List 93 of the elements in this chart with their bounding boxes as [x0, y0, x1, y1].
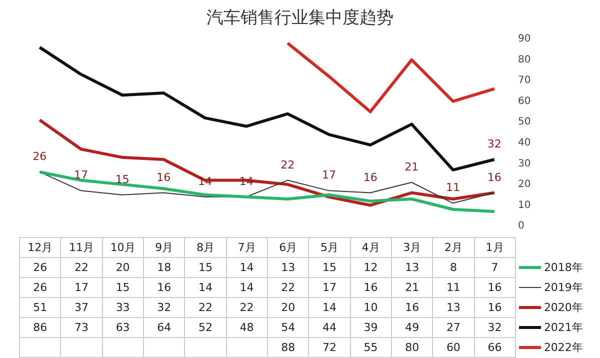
y-tick-label: 20: [518, 179, 531, 190]
data-label: 80: [391, 338, 433, 358]
data-label: 21: [391, 278, 433, 298]
data-label: 39: [350, 318, 392, 338]
data-label: 14: [308, 298, 350, 318]
data-label: 49: [391, 318, 433, 338]
annotation: 15: [115, 172, 130, 186]
data-label: 12: [350, 258, 392, 278]
data-label: 14: [184, 278, 226, 298]
y-tick-label: 30: [518, 158, 531, 170]
data-label: 15: [184, 258, 226, 278]
annotation: 32: [487, 138, 502, 151]
chart-title: 汽车销售行业集中度趋势: [206, 7, 394, 29]
data-label: 22: [60, 258, 102, 278]
data-label: 86: [20, 318, 61, 338]
data-label: 13: [391, 258, 433, 278]
x-tick-label: 9月: [143, 238, 185, 258]
x-tick-label: 10月: [102, 238, 144, 258]
data-label: 13: [432, 298, 474, 318]
data-label: 10: [350, 298, 392, 318]
data-label: 52: [184, 318, 226, 338]
data-label: 16: [474, 298, 516, 318]
data-label: 8: [432, 258, 474, 278]
y-tick-label: 90: [518, 34, 531, 45]
data-label: 16: [474, 278, 516, 298]
y-tick-label: 70: [518, 75, 531, 86]
x-tick-label: 12月: [20, 238, 61, 258]
data-label: 15: [102, 278, 144, 298]
annotation: 26: [32, 150, 47, 163]
data-label: 37: [60, 298, 102, 318]
y-tick-label: 40: [518, 137, 531, 148]
data-label: 48: [226, 318, 268, 338]
annotation: 17: [74, 168, 88, 182]
data-label: 13: [267, 258, 309, 278]
data-label: 22: [226, 298, 268, 318]
y-tick-label: 10: [518, 200, 531, 211]
data-label: 66: [474, 338, 516, 358]
data-label: 33: [102, 298, 144, 318]
x-tick-label: 6月: [267, 238, 309, 258]
data-label: 22: [184, 298, 226, 318]
y-tick-label: 60: [518, 96, 531, 107]
data-label: 27: [432, 318, 474, 338]
data-label: 63: [102, 318, 144, 338]
data-label: 14: [226, 258, 268, 278]
data-label: 17: [308, 278, 350, 298]
data-label: 14: [226, 278, 268, 298]
data-label: 64: [143, 318, 185, 338]
data-label: 17: [60, 278, 102, 298]
data-label: 16: [350, 278, 392, 298]
data-label: 51: [20, 298, 61, 318]
data-label: 7: [474, 258, 516, 278]
annotation: 11: [446, 181, 460, 194]
annotation: 22: [280, 158, 295, 172]
y-tick-label: 80: [518, 54, 531, 66]
legend-label: 2021年: [544, 321, 583, 334]
data-label: 20: [102, 258, 144, 278]
data-label: 32: [143, 298, 185, 318]
x-tick-label: 3月: [391, 238, 433, 258]
x-tick-label: 2月: [432, 238, 474, 258]
x-tick-label: 5月: [308, 238, 350, 258]
data-label: 88: [267, 338, 309, 358]
x-tick-label: 11月: [60, 238, 102, 258]
data-label: 16: [391, 298, 433, 318]
data-label: 32: [474, 318, 516, 338]
x-tick-label: 7月: [226, 238, 268, 258]
data-label: 72: [308, 338, 350, 358]
x-tick-label: 1月: [474, 238, 516, 258]
legend-label: 2020年: [544, 301, 583, 314]
legend-label: 2022年: [544, 341, 583, 354]
x-tick-label: 4月: [350, 238, 392, 258]
data-label: 11: [432, 278, 474, 298]
data-label: 18: [143, 258, 185, 278]
data-label: 26: [20, 258, 61, 278]
data-label: 60: [432, 338, 474, 358]
data-label: 22: [267, 278, 309, 298]
data-label: 44: [308, 318, 350, 338]
legend-label: 2018年: [544, 261, 583, 274]
annotation: 17: [322, 168, 336, 182]
data-label: 54: [267, 318, 309, 338]
annotation: 16: [363, 170, 378, 184]
y-tick-label: 0: [518, 220, 524, 232]
data-label: 16: [143, 278, 185, 298]
data-label: 15: [308, 258, 350, 278]
data-label: 55: [350, 338, 392, 358]
data-label: 73: [60, 318, 102, 338]
data-label: 20: [267, 298, 309, 318]
annotation: 21: [404, 160, 419, 174]
legend-label: 2019年: [544, 281, 583, 294]
annotation: 16: [156, 170, 171, 184]
x-tick-label: 8月: [184, 238, 226, 258]
y-tick-label: 50: [518, 116, 531, 128]
data-label: 26: [20, 278, 61, 298]
annotation: 16: [487, 170, 502, 184]
